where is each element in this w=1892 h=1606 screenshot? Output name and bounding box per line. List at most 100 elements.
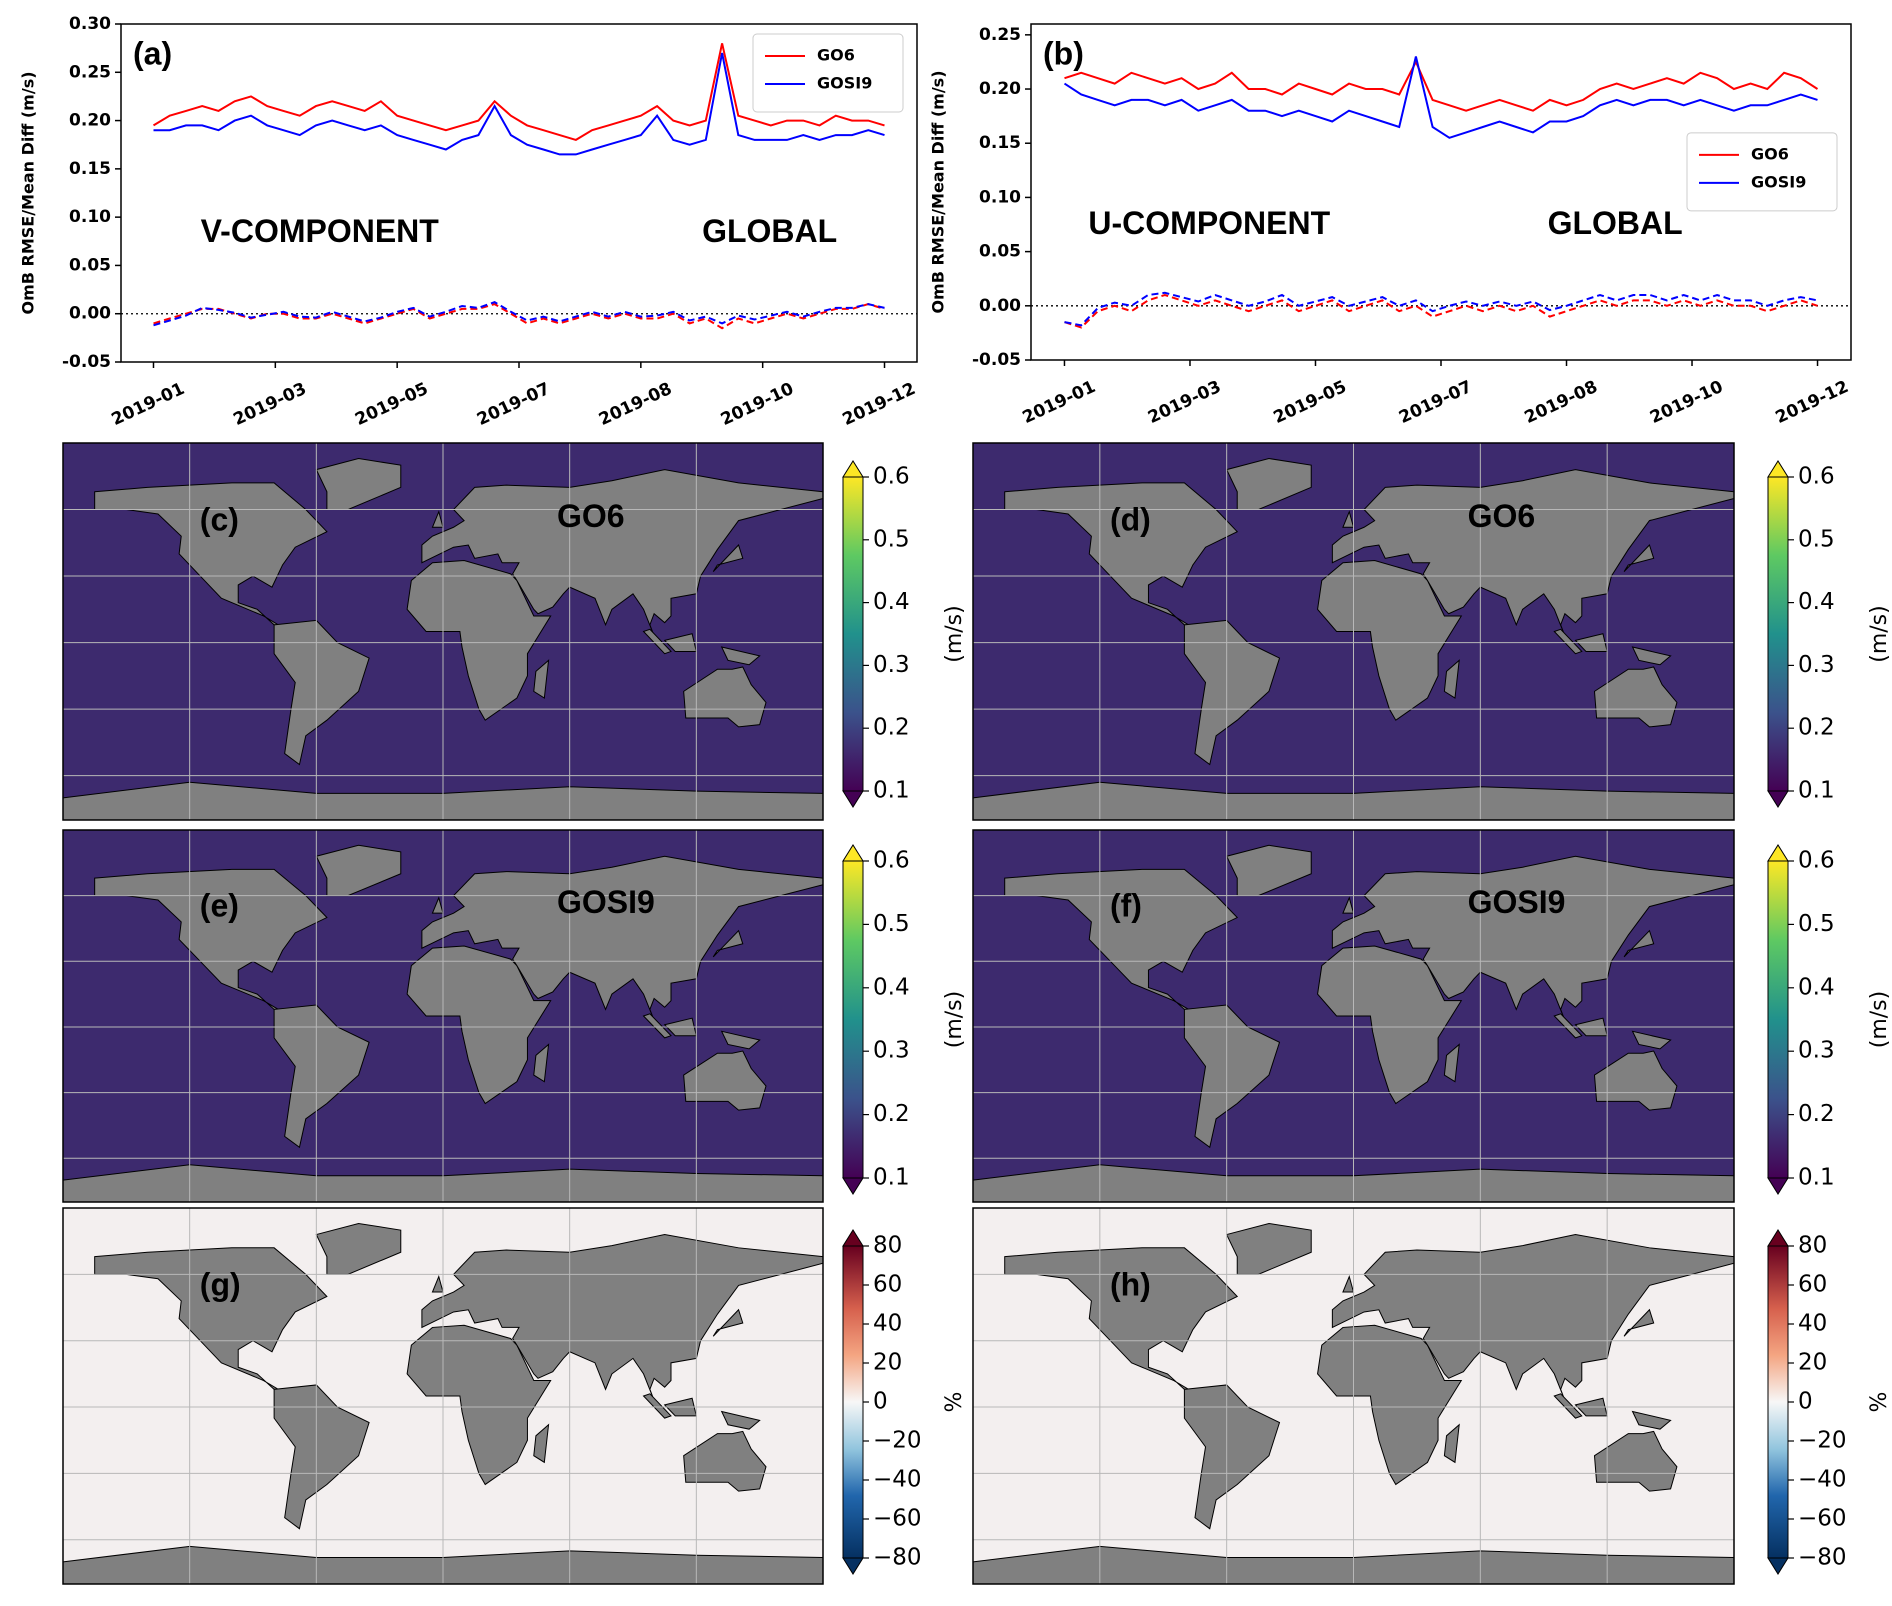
legend-box <box>1686 132 1838 212</box>
y-axis-label: OmB RMSE/Mean Diff (m/s) <box>929 70 948 313</box>
colorbar-tick-label: 0.2 <box>1798 715 1835 741</box>
colorbar-extend <box>842 844 864 862</box>
panel-label: (c) <box>200 502 239 538</box>
colorbar-label: (m/s) <box>942 605 967 662</box>
mean-diff-line <box>1064 291 1818 327</box>
x-tick-label: 2019-05 <box>352 379 431 430</box>
colorbar-tick-label: 20 <box>1798 1350 1827 1376</box>
rmse-line <box>152 43 885 141</box>
colorbar-tick-label: 20 <box>873 1350 902 1376</box>
colorbar-label: (m/s) <box>942 991 967 1048</box>
colorbar-tick-label: −60 <box>873 1506 922 1532</box>
colorbar-tick-label: −20 <box>1798 1428 1847 1454</box>
colorbar-tick-label: 0.6 <box>873 848 910 874</box>
legend-box <box>752 33 904 113</box>
x-tick-label: 2019-10 <box>1647 377 1726 428</box>
mean-diff-line <box>153 300 885 327</box>
colorbar-tick-label: 60 <box>873 1272 902 1298</box>
map-title: GO6 <box>557 498 625 534</box>
y-tick-label: 0.05 <box>979 242 1021 262</box>
colorbar-tick-label: 0.2 <box>873 715 910 741</box>
y-tick-label: 0.20 <box>69 111 111 131</box>
x-tick-label: 2019-05 <box>1271 377 1350 428</box>
rmse-line <box>1064 59 1819 112</box>
panel-label: (b) <box>1043 35 1084 71</box>
colorbar-tick-label: 0.5 <box>1798 911 1835 937</box>
annotation: GLOBAL <box>1548 205 1683 241</box>
y-tick-label: 0.00 <box>69 304 111 324</box>
x-tick-label: 2019-08 <box>596 379 675 430</box>
y-tick-label: 0.00 <box>979 296 1021 316</box>
colorbar <box>1767 860 1789 1179</box>
colorbar-label: % <box>1867 1392 1892 1413</box>
y-tick-label: 0.20 <box>979 79 1021 99</box>
y-tick-label: 0.10 <box>69 207 111 227</box>
legend-label: GO6 <box>1751 144 1789 163</box>
colorbar-tick-label: −20 <box>873 1428 922 1454</box>
annotation: V-COMPONENT <box>201 213 440 249</box>
map-frame <box>62 442 824 821</box>
colorbar-label: % <box>942 1392 967 1413</box>
x-tick-label: 2019-12 <box>1773 377 1852 428</box>
colorbar-extend <box>1767 790 1789 808</box>
map-frame <box>62 829 824 1203</box>
colorbar-tick-label: 0.2 <box>873 1101 910 1127</box>
y-tick-label: -0.05 <box>62 352 111 372</box>
colorbar-tick-label: 0.6 <box>873 464 910 490</box>
colorbar-tick-label: 0.5 <box>1798 526 1835 552</box>
colorbar-tick-label: 0.4 <box>873 974 910 1000</box>
legend-label: GOSI9 <box>1751 172 1806 191</box>
colorbar-tick-label: −60 <box>1798 1506 1847 1532</box>
colorbar-tick-label: 0.2 <box>1798 1101 1835 1127</box>
colorbar-tick-label: 0.6 <box>1798 848 1835 874</box>
colorbar-label: (m/s) <box>1867 991 1892 1048</box>
map-frame <box>972 442 1735 821</box>
colorbar-tick-label: 0.3 <box>873 1038 910 1064</box>
x-tick-label: 2019-10 <box>718 379 797 430</box>
x-tick-label: 2019-12 <box>840 379 919 430</box>
colorbar-tick-label: 0.1 <box>873 1165 910 1191</box>
colorbar-tick-label: 0 <box>873 1389 888 1415</box>
colorbar-tick-label: 0.3 <box>1798 1038 1835 1064</box>
panel-label: (g) <box>200 1266 241 1302</box>
colorbar <box>842 860 864 1179</box>
rmse-line <box>1063 56 1818 139</box>
y-tick-label: 0.25 <box>69 62 111 82</box>
colorbar-tick-label: 0.4 <box>873 589 910 615</box>
panel-label: (f) <box>1110 888 1142 924</box>
x-tick-label: 2019-07 <box>1396 377 1475 428</box>
colorbar <box>1767 476 1789 792</box>
colorbar-tick-label: 60 <box>1798 1272 1827 1298</box>
y-tick-label: 0.05 <box>69 255 111 275</box>
map-title: GO6 <box>1468 498 1536 534</box>
colorbar <box>1767 1245 1789 1559</box>
colorbar-extend <box>842 1557 864 1575</box>
colorbar-extend <box>1767 1177 1789 1195</box>
panel-label: (a) <box>133 35 172 71</box>
colorbar-extend <box>1767 1229 1789 1247</box>
colorbar-tick-label: −80 <box>873 1545 922 1571</box>
colorbar-extend <box>842 1229 864 1247</box>
colorbar-tick-label: 0 <box>1798 1389 1813 1415</box>
x-tick-label: 2019-03 <box>230 379 309 430</box>
y-tick-label: 0.15 <box>979 133 1021 153</box>
panel-label: (h) <box>1110 1266 1151 1302</box>
colorbar-tick-label: −80 <box>1798 1545 1847 1571</box>
colorbar-extend <box>842 790 864 808</box>
colorbar-extend <box>842 1177 864 1195</box>
y-tick-label: 0.25 <box>979 25 1021 45</box>
map-frame <box>62 1207 824 1585</box>
colorbar-tick-label: 40 <box>1798 1311 1827 1337</box>
colorbar-tick-label: 0.3 <box>1798 652 1835 678</box>
legend-label: GO6 <box>817 46 855 65</box>
y-tick-label: -0.05 <box>972 350 1021 370</box>
colorbar <box>842 1245 864 1559</box>
colorbar-tick-label: 80 <box>1798 1233 1827 1259</box>
colorbar-tick-label: 0.3 <box>873 652 910 678</box>
rmse-line <box>153 52 885 156</box>
colorbar-extend <box>1767 1557 1789 1575</box>
colorbar-tick-label: 0.1 <box>873 778 910 804</box>
colorbar-tick-label: 0.4 <box>1798 974 1835 1000</box>
annotation: U-COMPONENT <box>1088 205 1330 241</box>
colorbar-tick-label: −40 <box>1798 1467 1847 1493</box>
